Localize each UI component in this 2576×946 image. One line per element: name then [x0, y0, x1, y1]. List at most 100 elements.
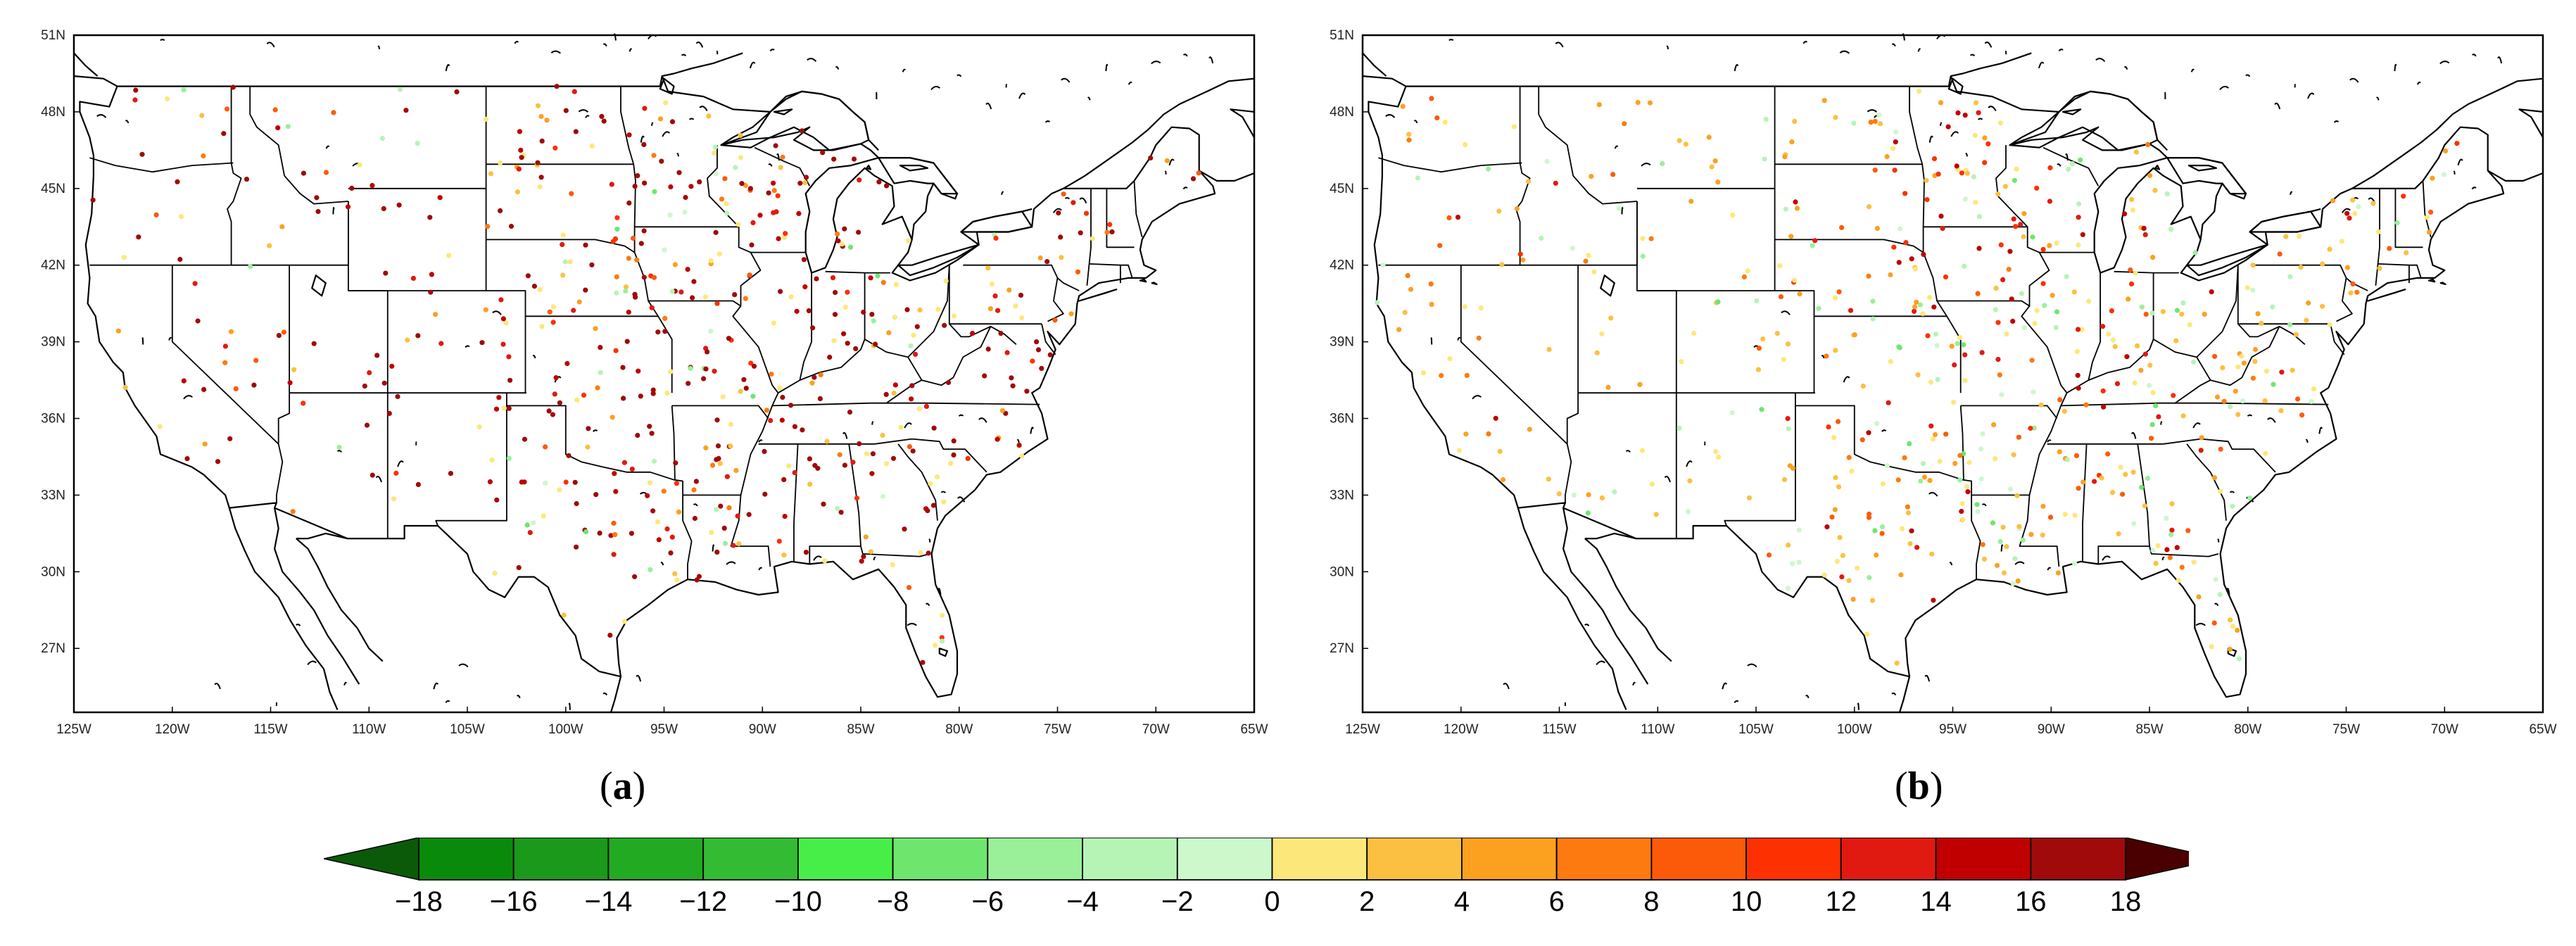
- station-dot: [2311, 386, 2317, 392]
- station-dot: [732, 292, 738, 298]
- station-dot: [1943, 274, 1949, 280]
- small-lake-mark: [2095, 58, 2106, 62]
- station-dot: [1866, 273, 1871, 279]
- small-lake-mark: [1666, 45, 1669, 50]
- colorbar-swatch: [1176, 838, 1273, 881]
- station-dot: [1428, 281, 1434, 286]
- station-dot: [2018, 222, 2023, 227]
- station-dot: [951, 452, 956, 458]
- station-dot: [942, 322, 947, 328]
- station-dot: [2110, 490, 2116, 496]
- station-dot: [1955, 110, 1961, 115]
- station-dot: [2202, 311, 2207, 317]
- colorbar-swatch: [607, 838, 704, 881]
- station-dot: [821, 501, 826, 507]
- small-lake-mark: [96, 114, 107, 118]
- station-dot: [1833, 348, 1838, 353]
- station-dot: [2081, 479, 2086, 485]
- canada-coastline: [1063, 77, 1255, 189]
- station-dot: [875, 273, 880, 279]
- colorbar-swatch: [1650, 838, 1748, 881]
- station-dot: [2066, 166, 2071, 172]
- station-dot: [2344, 265, 2350, 270]
- lake-outline: [659, 77, 675, 95]
- station-dot: [2040, 246, 2046, 252]
- station-dot: [1824, 353, 1829, 359]
- station-dot: [2145, 141, 2151, 147]
- station-dot: [503, 320, 509, 326]
- station-dot: [914, 324, 920, 329]
- station-dot: [370, 472, 375, 478]
- mexico-coastline: [1584, 538, 1672, 662]
- small-lake-mark: [1632, 681, 1636, 686]
- station-dot: [573, 129, 579, 134]
- station-dot: [720, 394, 726, 400]
- small-lake-mark: [2004, 50, 2007, 55]
- state-boundary: [874, 438, 987, 473]
- station-dot: [586, 426, 591, 431]
- station-dot: [1594, 350, 1600, 355]
- station-dot: [2028, 425, 2033, 431]
- station-dot: [1860, 437, 1865, 443]
- station-dot: [970, 331, 976, 336]
- station-dot: [1556, 491, 1562, 497]
- station-dot: [711, 150, 717, 156]
- lon-tick-label: 80W: [2234, 722, 2261, 737]
- station-dot: [833, 289, 838, 296]
- station-dot: [1019, 315, 1025, 321]
- small-lake-mark: [640, 135, 645, 143]
- station-dot: [552, 391, 557, 397]
- station-dot: [998, 331, 1004, 336]
- station-dot: [2073, 453, 2080, 459]
- station-dot: [489, 457, 495, 463]
- station-dot: [2083, 402, 2089, 408]
- station-dot: [389, 363, 395, 369]
- station-dot: [928, 481, 933, 486]
- station-dot: [2244, 285, 2250, 291]
- station-dot: [726, 505, 732, 511]
- station-dot: [706, 113, 712, 119]
- small-lake-mark: [749, 61, 756, 69]
- station-dot: [1446, 215, 1452, 220]
- station-dot: [773, 143, 778, 149]
- station-dot: [1677, 138, 1682, 144]
- station-dot: [2020, 537, 2026, 543]
- station-dot: [993, 235, 999, 241]
- station-dot: [1999, 392, 2004, 398]
- small-lake-mark: [2214, 603, 2219, 607]
- station-dot: [656, 537, 662, 543]
- small-lake-mark: [125, 120, 130, 124]
- small-lake-mark: [433, 682, 439, 690]
- station-dot: [1774, 331, 1780, 336]
- station-dot: [1612, 489, 1617, 495]
- station-dot: [1653, 512, 1659, 517]
- station-dot: [886, 330, 892, 336]
- station-dot: [673, 460, 678, 466]
- station-dot: [1980, 542, 1985, 548]
- station-dot: [1660, 160, 1665, 166]
- station-dot: [2164, 515, 2169, 522]
- station-dot: [946, 379, 952, 386]
- station-dot: [906, 585, 912, 591]
- station-dot: [667, 212, 673, 217]
- station-dot: [2164, 191, 2170, 196]
- map-frame: [1361, 34, 2544, 714]
- station-dot: [221, 131, 227, 137]
- canada-coastline: [73, 52, 99, 77]
- state-boundary: [2043, 146, 2100, 187]
- station-dot: [1056, 210, 1061, 216]
- station-dot: [251, 382, 257, 388]
- small-lake-mark: [578, 109, 589, 113]
- station-dot: [2075, 372, 2081, 378]
- small-lake-mark: [2247, 414, 2253, 417]
- station-dot: [2106, 332, 2111, 337]
- lake-outline: [938, 648, 949, 657]
- station-dot: [690, 295, 695, 301]
- station-dot: [1961, 342, 1966, 348]
- station-dot: [2176, 577, 2181, 584]
- station-dot: [1893, 129, 1899, 135]
- station-dot: [2123, 472, 2128, 477]
- station-dot: [1478, 305, 1484, 311]
- small-lake-mark: [1448, 39, 1454, 42]
- station-dot: [891, 390, 897, 396]
